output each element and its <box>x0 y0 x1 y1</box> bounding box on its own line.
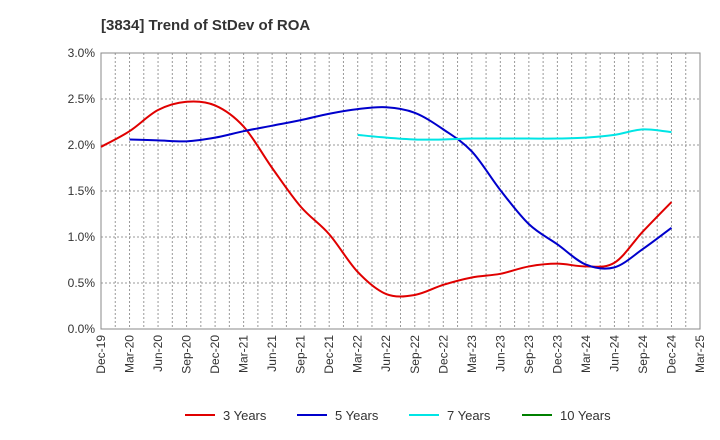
chart-title: [3834] Trend of StDev of ROA <box>101 17 310 34</box>
x-tick-label: Mar-20 <box>123 335 137 373</box>
y-tick-label: 1.0% <box>68 230 96 244</box>
y-tick-label: 0.0% <box>68 322 96 336</box>
legend-item-7-years: 7 Years <box>409 408 491 423</box>
y-tick-label: 2.5% <box>68 92 96 106</box>
series-line-7-years <box>357 128 672 141</box>
x-tick-label: Mar-21 <box>237 335 251 373</box>
x-tick-label: Jun-20 <box>151 335 165 372</box>
plot-frame <box>100 52 701 330</box>
x-tick-label: Sep-22 <box>408 335 422 374</box>
legend-item-5-years: 5 Years <box>297 408 379 423</box>
y-tick-label: 1.5% <box>68 184 96 198</box>
x-tick-label: Jun-23 <box>493 335 507 372</box>
x-tick-label: Mar-22 <box>351 335 365 373</box>
y-tick-label: 2.0% <box>68 138 96 152</box>
x-axis-ticks: Dec-19 Mar-20 Jun-20 Sep-20 Dec-20 Mar-21 Jun-… <box>94 335 707 374</box>
legend-label-10-years: 10 Years <box>560 408 611 423</box>
x-tick-label: Jun-22 <box>379 335 393 372</box>
x-tick-label: Dec-20 <box>208 335 222 374</box>
legend-item-3-years: 3 Years <box>185 408 267 423</box>
x-tick-label: Dec-19 <box>94 335 108 374</box>
legend: 3 Years 5 Years 7 Years 10 Years <box>185 408 611 423</box>
legend-label-5-years: 5 Years <box>335 408 379 423</box>
x-tick-label: Sep-24 <box>636 335 650 374</box>
x-tick-label: Sep-20 <box>180 335 194 374</box>
x-tick-label: Jun-21 <box>265 335 279 372</box>
legend-label-3-years: 3 Years <box>223 408 267 423</box>
grid <box>100 52 701 330</box>
y-tick-label: 0.5% <box>68 276 96 290</box>
x-tick-label: Dec-24 <box>664 335 678 374</box>
x-tick-label: Mar-23 <box>465 335 479 373</box>
x-tick-label: Jun-24 <box>607 335 621 372</box>
x-tick-label: Mar-25 <box>693 335 707 373</box>
plot-border <box>100 52 701 330</box>
y-tick-label: 3.0% <box>68 46 96 60</box>
x-tick-label: Mar-24 <box>579 335 593 373</box>
series-line-3-years <box>100 100 673 298</box>
x-tick-label: Dec-23 <box>550 335 564 374</box>
y-axis-ticks: 0.0% 0.5% 1.0% 1.5% 2.0% 2.5% 3.0% <box>68 46 96 336</box>
legend-label-7-years: 7 Years <box>447 408 491 423</box>
series-lines <box>100 100 673 298</box>
series-line-5-years <box>129 106 673 270</box>
x-tick-label: Dec-22 <box>436 335 450 374</box>
legend-item-10-years: 10 Years <box>522 408 611 423</box>
x-tick-label: Sep-21 <box>294 335 308 374</box>
x-tick-label: Dec-21 <box>322 335 336 374</box>
x-tick-label: Sep-23 <box>522 335 536 374</box>
